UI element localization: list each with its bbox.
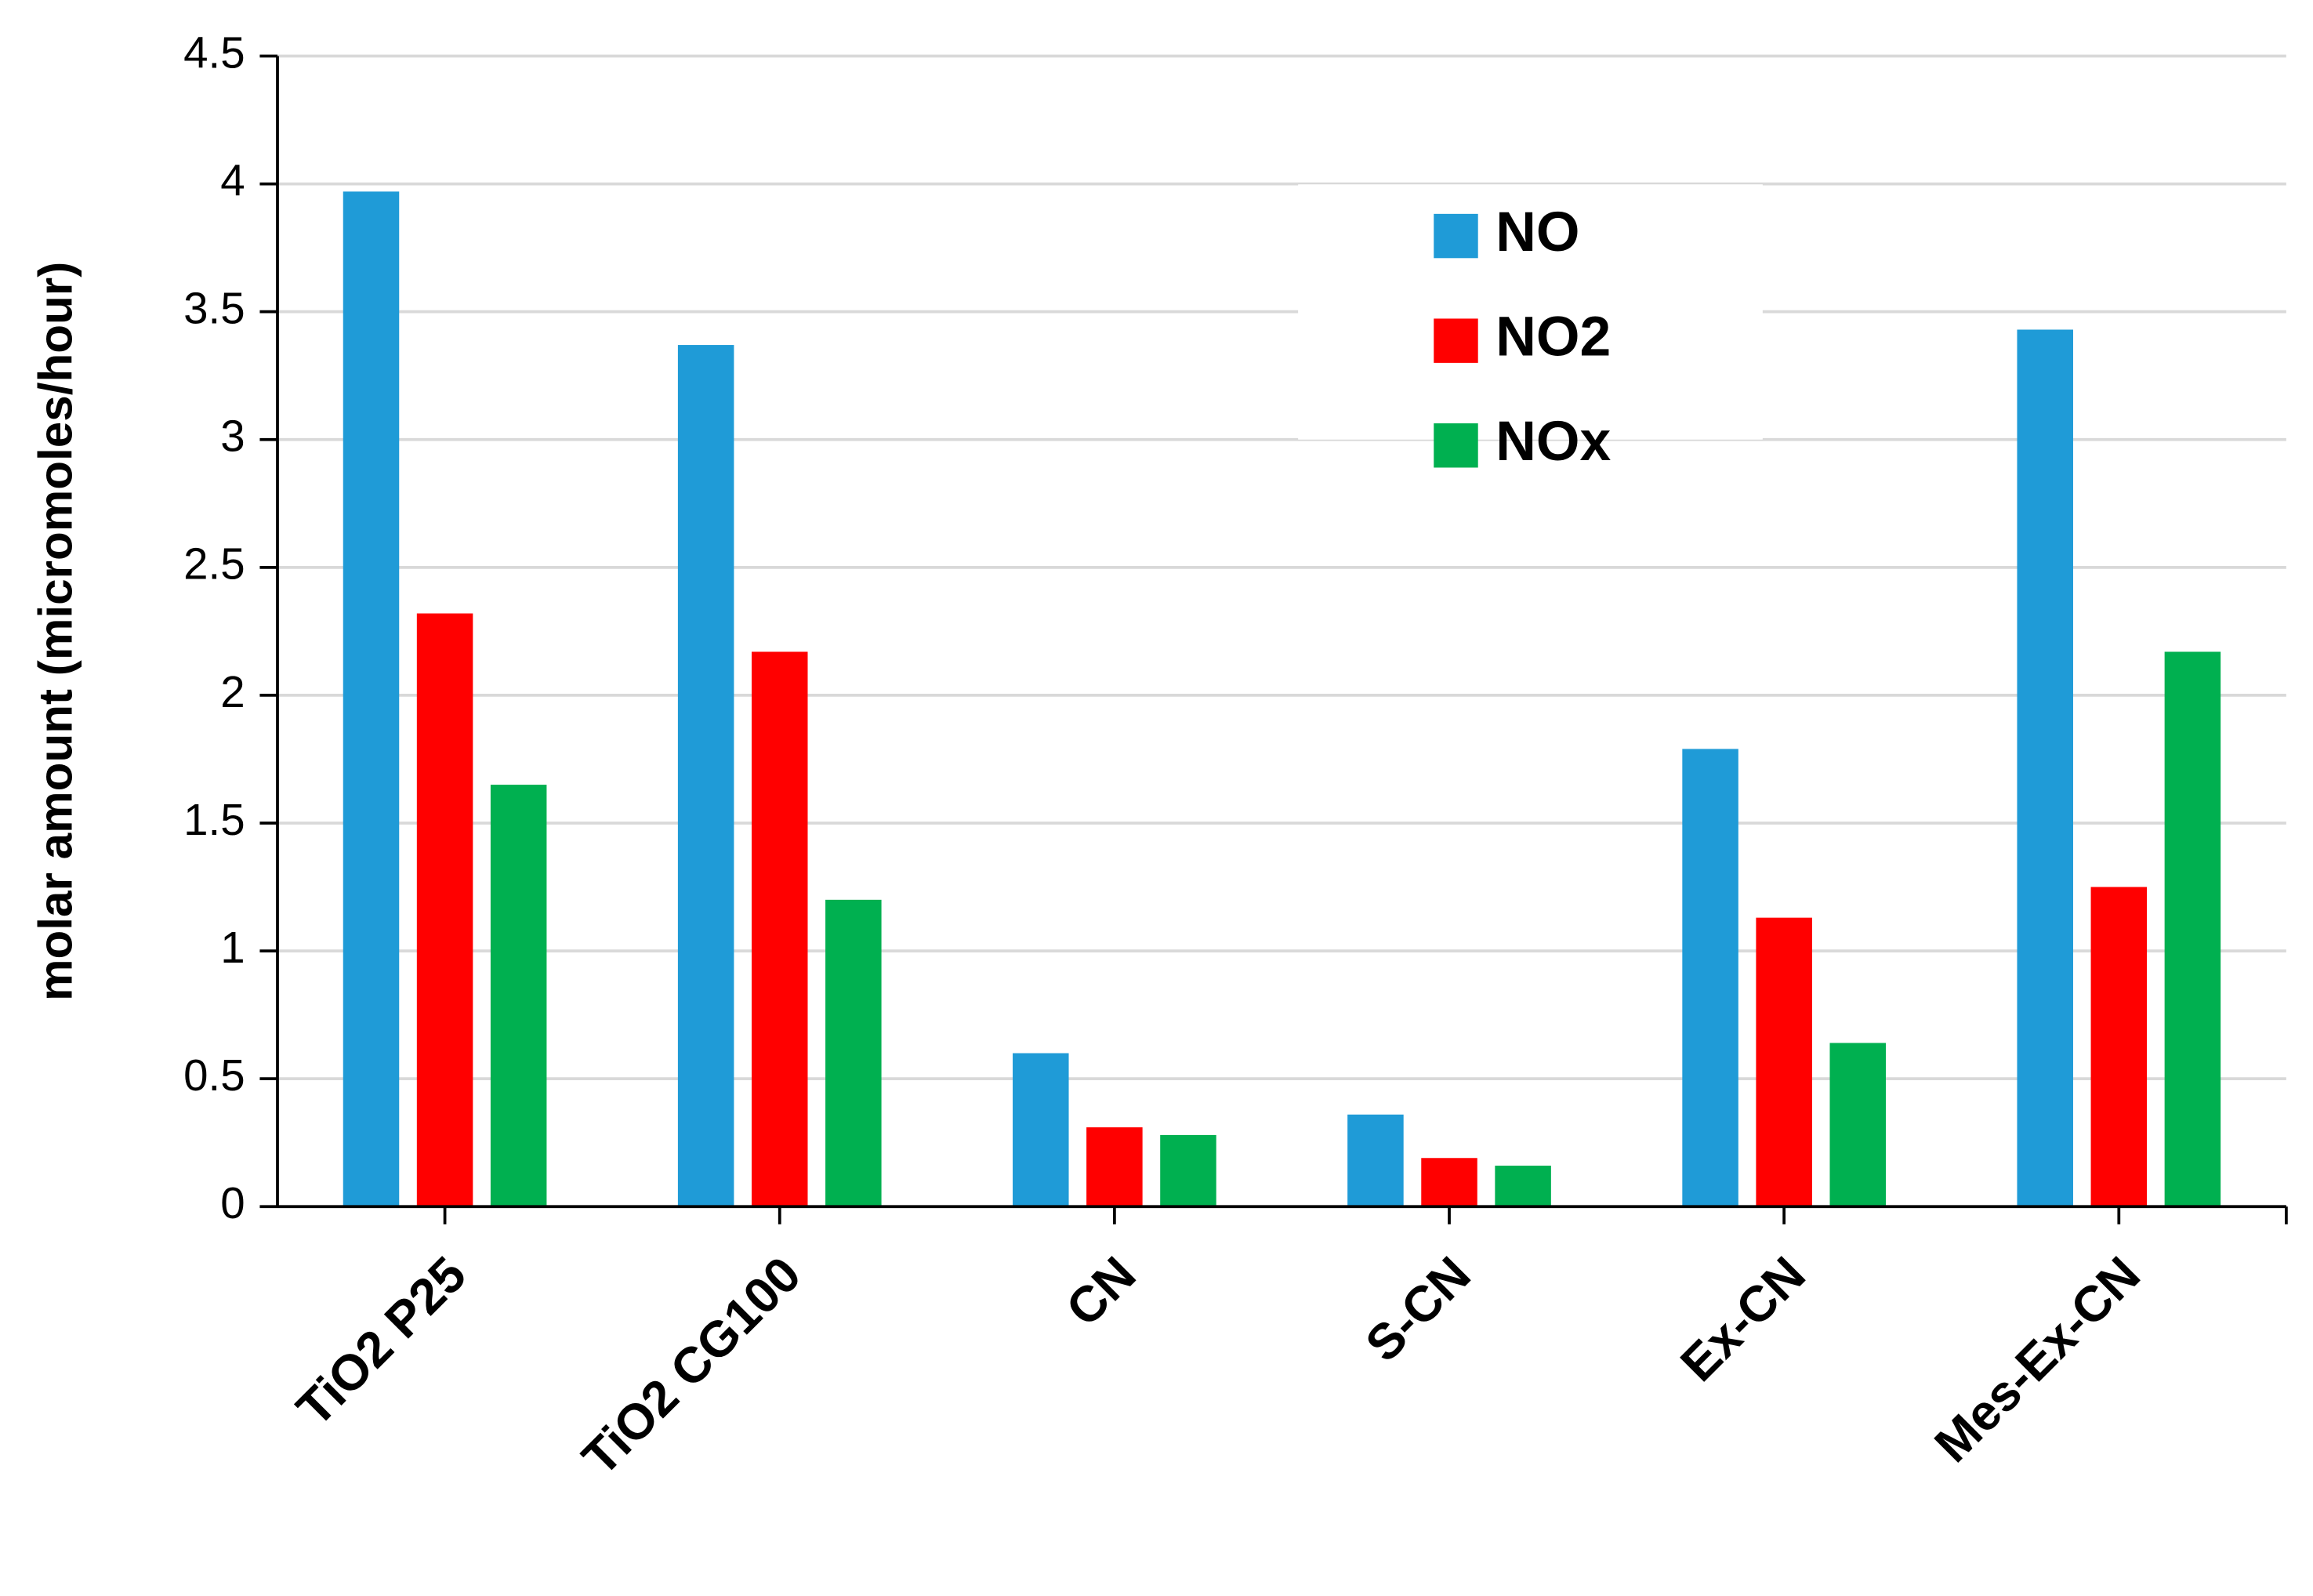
bar xyxy=(2017,329,2073,1207)
bar xyxy=(490,785,547,1207)
bar xyxy=(1829,1043,1887,1207)
y-tick-label: 1.5 xyxy=(183,795,245,844)
x-tick-label: TiO2 CG100 xyxy=(571,1246,812,1486)
x-tick-label: CN xyxy=(1055,1246,1146,1337)
bar xyxy=(343,191,400,1207)
legend-label: NO2 xyxy=(1495,306,1611,368)
y-tick-label: 2.5 xyxy=(183,539,245,589)
y-tick-label: 3.5 xyxy=(183,284,245,333)
legend-swatch xyxy=(1434,213,1478,259)
bar xyxy=(1756,917,1812,1207)
bar xyxy=(416,613,473,1207)
x-tick-label: Mes-Ex-CN xyxy=(1923,1246,2151,1473)
bar xyxy=(1495,1166,1551,1207)
bar xyxy=(751,651,808,1207)
y-tick-label: 3 xyxy=(220,412,245,461)
x-tick-label: S-CN xyxy=(1354,1246,1481,1372)
y-tick-label: 0 xyxy=(220,1178,245,1228)
y-tick-label: 4 xyxy=(220,155,245,205)
y-axis-label: molar amount (micromoles/hour) xyxy=(28,262,82,1001)
bar xyxy=(1347,1114,1404,1207)
legend-label: NOx xyxy=(1495,410,1611,473)
y-tick-label: 0.5 xyxy=(183,1050,245,1100)
bar xyxy=(825,899,882,1207)
bar xyxy=(2090,887,2148,1207)
bar xyxy=(1086,1127,1143,1207)
legend-box xyxy=(1298,184,1763,440)
legend-swatch xyxy=(1434,318,1478,363)
bar xyxy=(2164,651,2221,1207)
legend-label: NO xyxy=(1495,201,1579,263)
legend-swatch xyxy=(1434,423,1478,468)
bar xyxy=(1682,749,1738,1207)
x-tick-label: Ex-CN xyxy=(1669,1246,1816,1392)
bar xyxy=(677,345,734,1207)
bar xyxy=(1013,1053,1069,1207)
bar xyxy=(1160,1134,1216,1207)
y-tick-label: 4.5 xyxy=(183,27,245,77)
y-tick-label: 1 xyxy=(220,923,245,972)
bar xyxy=(1421,1158,1477,1207)
x-tick-label: TiO2 P25 xyxy=(286,1246,477,1437)
y-tick-label: 2 xyxy=(220,667,245,716)
